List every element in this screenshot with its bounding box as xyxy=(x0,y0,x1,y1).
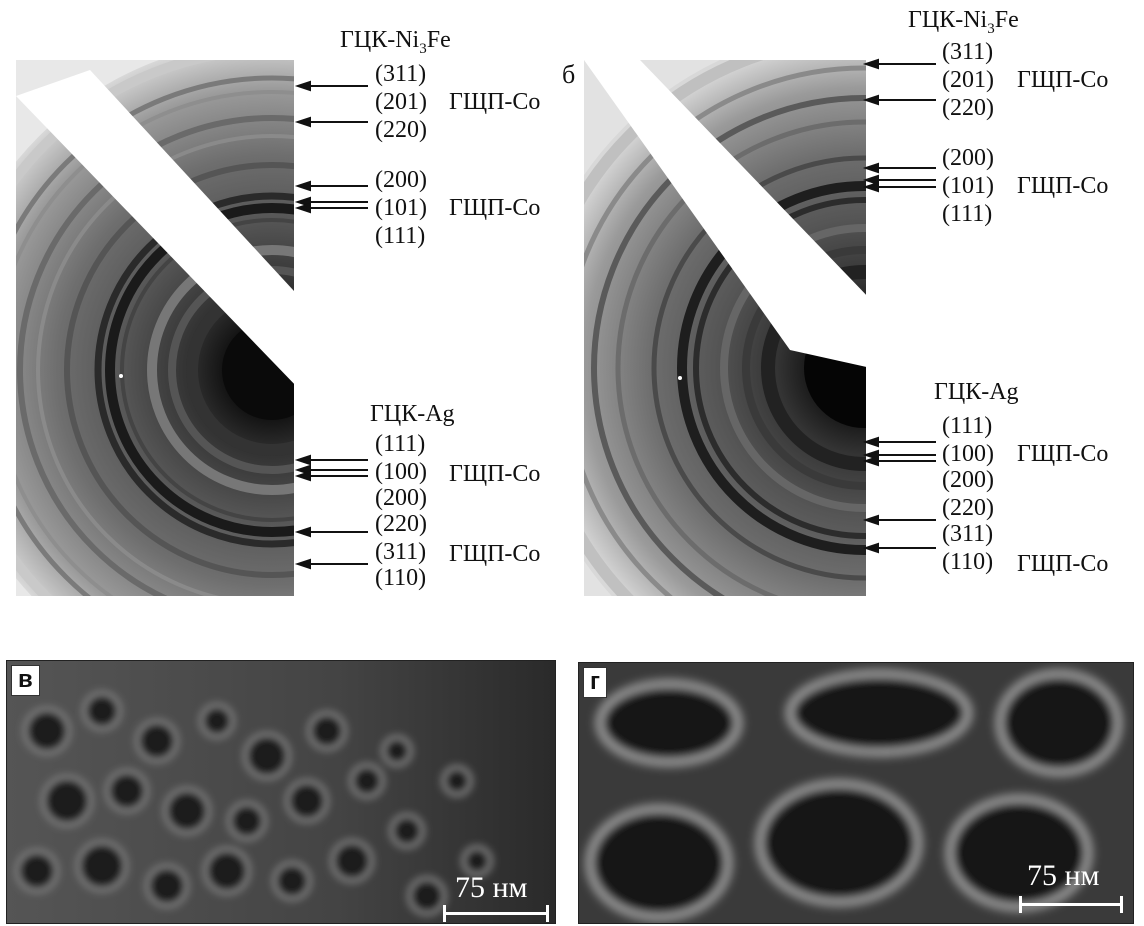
panel-b-bottom-phase: ГЦК-Ag xyxy=(934,379,1019,405)
micrograph-v: в 75 нм xyxy=(6,660,556,924)
ring-label: (200) xyxy=(375,167,427,193)
hcp-label: ГЩП-Co xyxy=(449,541,541,567)
ring-label: (200) xyxy=(942,145,994,171)
ring-label: (111) xyxy=(942,201,993,227)
hcp-label: ГЩП-Co xyxy=(1017,173,1109,199)
panel-a-bottom-phase: ГЦК-Ag xyxy=(370,401,455,427)
arrows-panel-b xyxy=(862,58,936,554)
ring-label: (111) xyxy=(375,223,426,249)
hcp-label: ГЩП-Co xyxy=(1017,67,1109,93)
panel-g-letter: г xyxy=(583,667,607,698)
scale-label-g: 75 нм xyxy=(1027,859,1100,892)
ring-label: (101) xyxy=(942,173,994,199)
ring-label: (311) xyxy=(942,39,994,65)
ring-label: (110) xyxy=(942,549,994,575)
hcp-label: ГЩП-Co xyxy=(449,195,541,221)
ring-label: (200) xyxy=(375,485,427,511)
panel-b-letter: б xyxy=(562,60,576,89)
ring-label: (111) xyxy=(375,431,426,457)
diffraction-pattern-b xyxy=(584,60,866,596)
diffraction-pattern-a xyxy=(16,60,294,596)
micrograph-g: г 75 нм xyxy=(578,662,1134,924)
scale-bar-v xyxy=(443,905,549,922)
hcp-label: ГЩП-Co xyxy=(449,461,541,487)
ring-label: (201) xyxy=(375,89,427,115)
ring-label: (201) xyxy=(942,67,994,93)
panel-a-top-phase: ГЦК-Ni3Fe xyxy=(340,27,451,57)
micrograph-v-image xyxy=(7,661,555,923)
ring-label: (311) xyxy=(375,61,427,87)
hcp-label: ГЩП-Co xyxy=(1017,551,1109,577)
ring-label: (200) xyxy=(942,467,994,493)
ring-label: (220) xyxy=(942,495,994,521)
ring-label: (111) xyxy=(942,413,993,439)
ring-label: (100) xyxy=(375,459,427,485)
panel-b-top-phase: ГЦК-Ni3Fe xyxy=(908,7,1019,37)
ring-label: (311) xyxy=(375,539,427,565)
ring-label: (101) xyxy=(375,195,427,221)
ring-label: (220) xyxy=(942,95,994,121)
scale-bar-g xyxy=(1019,896,1123,913)
ring-label: (110) xyxy=(375,565,427,591)
hcp-label: ГЩП-Co xyxy=(449,89,541,115)
diffraction-images xyxy=(16,58,936,596)
arrows-panel-a xyxy=(294,80,368,570)
hcp-label: ГЩП-Co xyxy=(1017,441,1109,467)
ring-label: (220) xyxy=(375,117,427,143)
ring-label: (100) xyxy=(942,441,994,467)
ring-label: (311) xyxy=(942,521,994,547)
micrograph-g-image xyxy=(579,663,1133,923)
scale-label-v: 75 нм xyxy=(455,871,528,904)
panel-v-letter: в xyxy=(11,665,40,696)
ring-label: (220) xyxy=(375,511,427,537)
